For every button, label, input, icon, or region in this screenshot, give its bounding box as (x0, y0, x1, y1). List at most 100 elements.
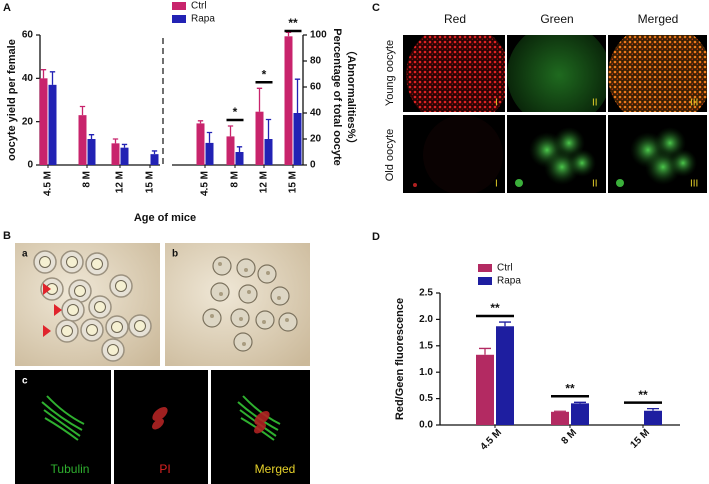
y-axis-title: Red/Geen fluorescence (394, 298, 406, 420)
bar (496, 326, 514, 425)
numeral: III (690, 98, 698, 109)
bar (226, 136, 235, 165)
row-label: Old oocyte (384, 129, 396, 182)
error-bar (197, 120, 204, 124)
error-bar (265, 118, 272, 139)
panel-label: A (3, 2, 11, 14)
y-tick-label: 20 (22, 116, 34, 127)
bar (264, 139, 273, 165)
error-bar (88, 134, 95, 139)
bar (235, 152, 244, 165)
x-axis-title: Age of mice (134, 212, 196, 224)
sublabel: b (172, 249, 178, 260)
bar (196, 123, 205, 165)
y-tick-label: 1.0 (419, 367, 433, 378)
x-tick-label: 12 M (259, 171, 270, 193)
error-bar (227, 125, 234, 137)
x-tick-label: 12 M (115, 171, 126, 193)
y-tick-label: 80 (310, 56, 322, 67)
y-tick-label: 0 (310, 160, 316, 171)
x-tick-label: 15 M (145, 171, 156, 193)
channel-label: Tubulin (51, 462, 90, 476)
x-tick-label: 4.5 M (43, 171, 54, 196)
error-bar (499, 321, 511, 327)
panel-label: D (372, 231, 380, 243)
bar (120, 147, 129, 165)
error-bar (151, 150, 158, 155)
bar (255, 111, 264, 165)
sublabel: a (22, 249, 28, 260)
column-header: Green (540, 12, 573, 26)
error-bar (285, 31, 292, 37)
numeral: I (495, 98, 498, 109)
image-a (15, 243, 160, 366)
panel-label: B (3, 230, 11, 242)
x-tick-label: 8 M (230, 171, 241, 188)
x-tick-label: 4.5 M (479, 427, 504, 452)
legend-swatch (478, 264, 492, 272)
error-bar (206, 131, 213, 143)
bar (48, 84, 57, 165)
legend-label: Ctrl (497, 263, 513, 274)
bar (284, 36, 293, 165)
bar (293, 113, 302, 165)
x-tick-label: 15 M (288, 171, 299, 193)
bar (78, 115, 87, 165)
y-tick-label: 2.5 (419, 288, 433, 299)
y-tick-label: 0.5 (419, 393, 433, 404)
error-bar (40, 69, 47, 79)
bar (39, 78, 48, 165)
y2-axis-title: Percentage of total oocyte (331, 28, 343, 166)
row-label: Young oocyte (384, 40, 396, 106)
numeral: I (495, 179, 498, 190)
column-header: Merged (638, 12, 679, 26)
bar (644, 410, 662, 425)
y-tick-label: 40 (22, 73, 34, 84)
error-bar (236, 146, 243, 152)
significance: * (262, 67, 267, 81)
y-tick-label: 2.0 (419, 314, 433, 325)
legend-label: Rapa (497, 276, 521, 287)
significance: * (233, 105, 238, 119)
y2-axis-title: （Abnormalities%） (345, 44, 358, 149)
y-tick-label: 60 (310, 82, 322, 93)
micrographs (403, 35, 707, 193)
error-bar (112, 138, 119, 144)
error-bar (554, 410, 566, 412)
x-tick-label: 4.5 M (200, 171, 211, 196)
bar (150, 154, 159, 165)
bar (571, 403, 589, 425)
y-tick-label: 0 (27, 160, 33, 171)
image-c (15, 370, 310, 484)
significance: ** (490, 301, 500, 315)
y-tick-label: 60 (22, 30, 34, 41)
y-tick-label: 40 (310, 108, 322, 119)
channel-label: Merged (255, 462, 296, 476)
bar (551, 411, 569, 425)
error-bar (479, 347, 491, 355)
x-tick-label: 8 M (559, 427, 579, 447)
numeral: II (592, 179, 598, 190)
sublabel: c (22, 376, 28, 387)
significance: ** (638, 388, 648, 402)
channel-label: PI (159, 462, 170, 476)
y-axis-title: oocyte yield per female (6, 39, 18, 161)
legend-swatch (172, 2, 186, 10)
x-tick-label: 8 M (82, 171, 93, 188)
legend-swatch (478, 277, 492, 285)
legend-label: Rapa (191, 14, 215, 25)
panel-label: C (372, 2, 380, 14)
error-bar (49, 71, 56, 85)
numeral: II (592, 98, 598, 109)
significance: ** (565, 381, 575, 395)
bar (87, 139, 96, 165)
bar (111, 143, 120, 165)
error-bar (121, 143, 128, 148)
y-tick-label: 100 (310, 30, 327, 41)
image-b (165, 243, 310, 366)
column-header: Red (444, 12, 466, 26)
error-bar (294, 78, 301, 113)
legend-label: Ctrl (191, 1, 207, 12)
error-bar (647, 407, 659, 411)
